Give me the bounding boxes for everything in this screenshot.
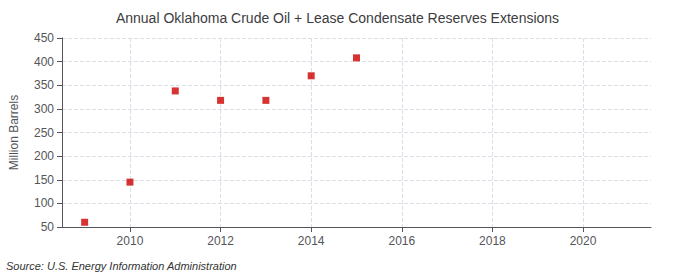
svg-text:50: 50 — [41, 220, 55, 234]
svg-text:2012: 2012 — [207, 234, 234, 248]
svg-text:350: 350 — [34, 78, 54, 92]
svg-text:400: 400 — [34, 55, 54, 69]
svg-text:250: 250 — [34, 126, 54, 140]
svg-text:200: 200 — [34, 149, 54, 163]
svg-text:Million Barrels: Million Barrels — [7, 95, 21, 170]
svg-text:Annual Oklahoma Crude Oil + Le: Annual Oklahoma Crude Oil + Lease Conden… — [116, 10, 559, 26]
svg-text:300: 300 — [34, 102, 54, 116]
svg-text:Source: U.S. Energy Informatio: Source: U.S. Energy Information Administ… — [6, 260, 237, 272]
svg-text:450: 450 — [34, 31, 54, 45]
svg-text:2020: 2020 — [570, 234, 597, 248]
svg-text:2010: 2010 — [117, 234, 144, 248]
svg-text:150: 150 — [34, 173, 54, 187]
svg-text:2016: 2016 — [388, 234, 415, 248]
svg-text:2014: 2014 — [298, 234, 325, 248]
svg-text:2018: 2018 — [479, 234, 506, 248]
svg-text:100: 100 — [34, 196, 54, 210]
